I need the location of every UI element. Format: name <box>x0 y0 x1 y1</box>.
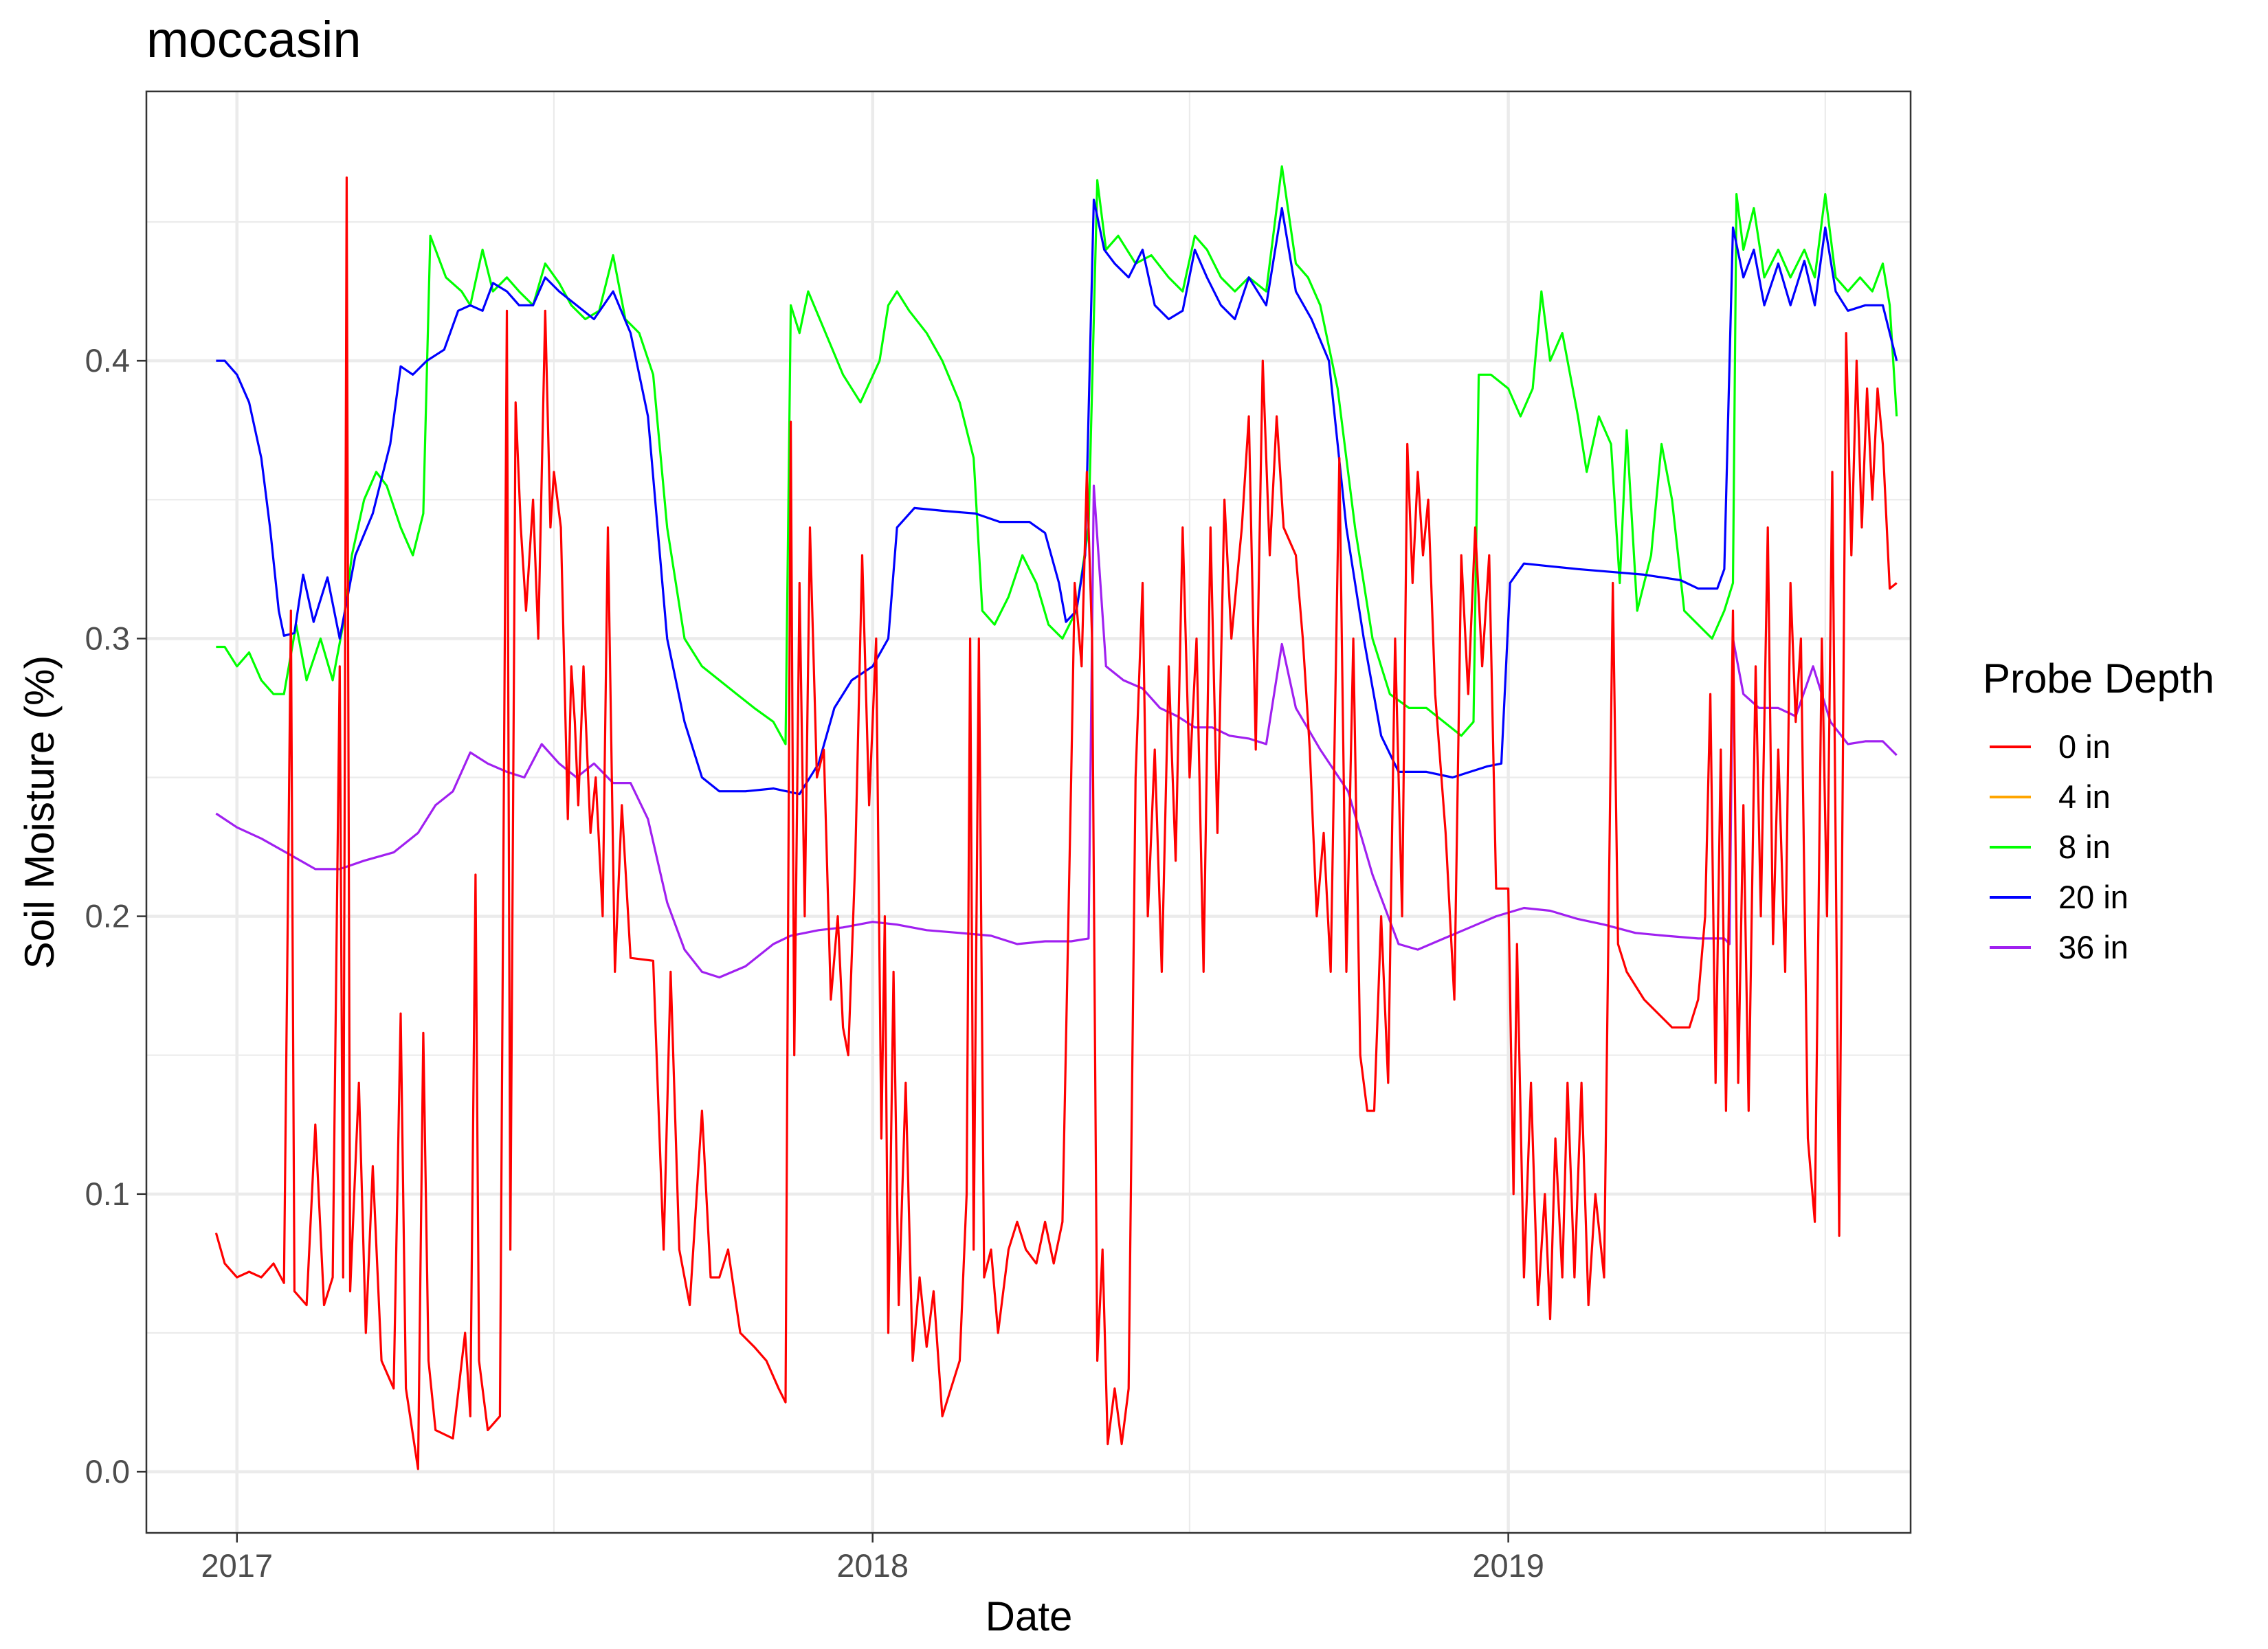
series-line-20-in <box>216 199 1898 796</box>
y-axis-title: Soil Moisture (%) <box>16 655 63 969</box>
series-lines <box>214 165 1898 1470</box>
series-line-0-in <box>214 176 1898 1470</box>
legend-label-8-in: 8 in <box>2058 829 2111 865</box>
legend: Probe Depth 0 in 4 in 8 in 20 in 36 in <box>1983 655 2214 965</box>
x-tick-label: 2019 <box>1472 1547 1544 1584</box>
x-tick-label: 2018 <box>836 1547 909 1584</box>
legend-title: Probe Depth <box>1983 655 2214 702</box>
y-axis: 0.0 0.1 0.2 0.3 0.4 <box>85 342 146 1490</box>
chart-title: moccasin <box>146 11 362 68</box>
grid-lines <box>146 91 1911 1533</box>
y-tick-label: 0.0 <box>85 1453 130 1490</box>
y-tick-label: 0.4 <box>85 342 130 379</box>
plot-panel <box>146 91 1911 1533</box>
x-axis-title: Date <box>986 1593 1073 1639</box>
x-tick-label: 2017 <box>201 1547 273 1584</box>
x-axis: 2017 2018 2019 <box>201 1533 1544 1584</box>
y-tick-label: 0.1 <box>85 1176 130 1212</box>
legend-label-0-in: 0 in <box>2058 728 2111 765</box>
plot-border <box>145 90 1912 1534</box>
legend-label-20-in: 20 in <box>2058 879 2128 915</box>
legend-label-4-in: 4 in <box>2058 778 2111 815</box>
y-tick-label: 0.3 <box>85 620 130 656</box>
y-tick-label: 0.2 <box>85 898 130 934</box>
legend-label-36-in: 36 in <box>2058 929 2128 965</box>
